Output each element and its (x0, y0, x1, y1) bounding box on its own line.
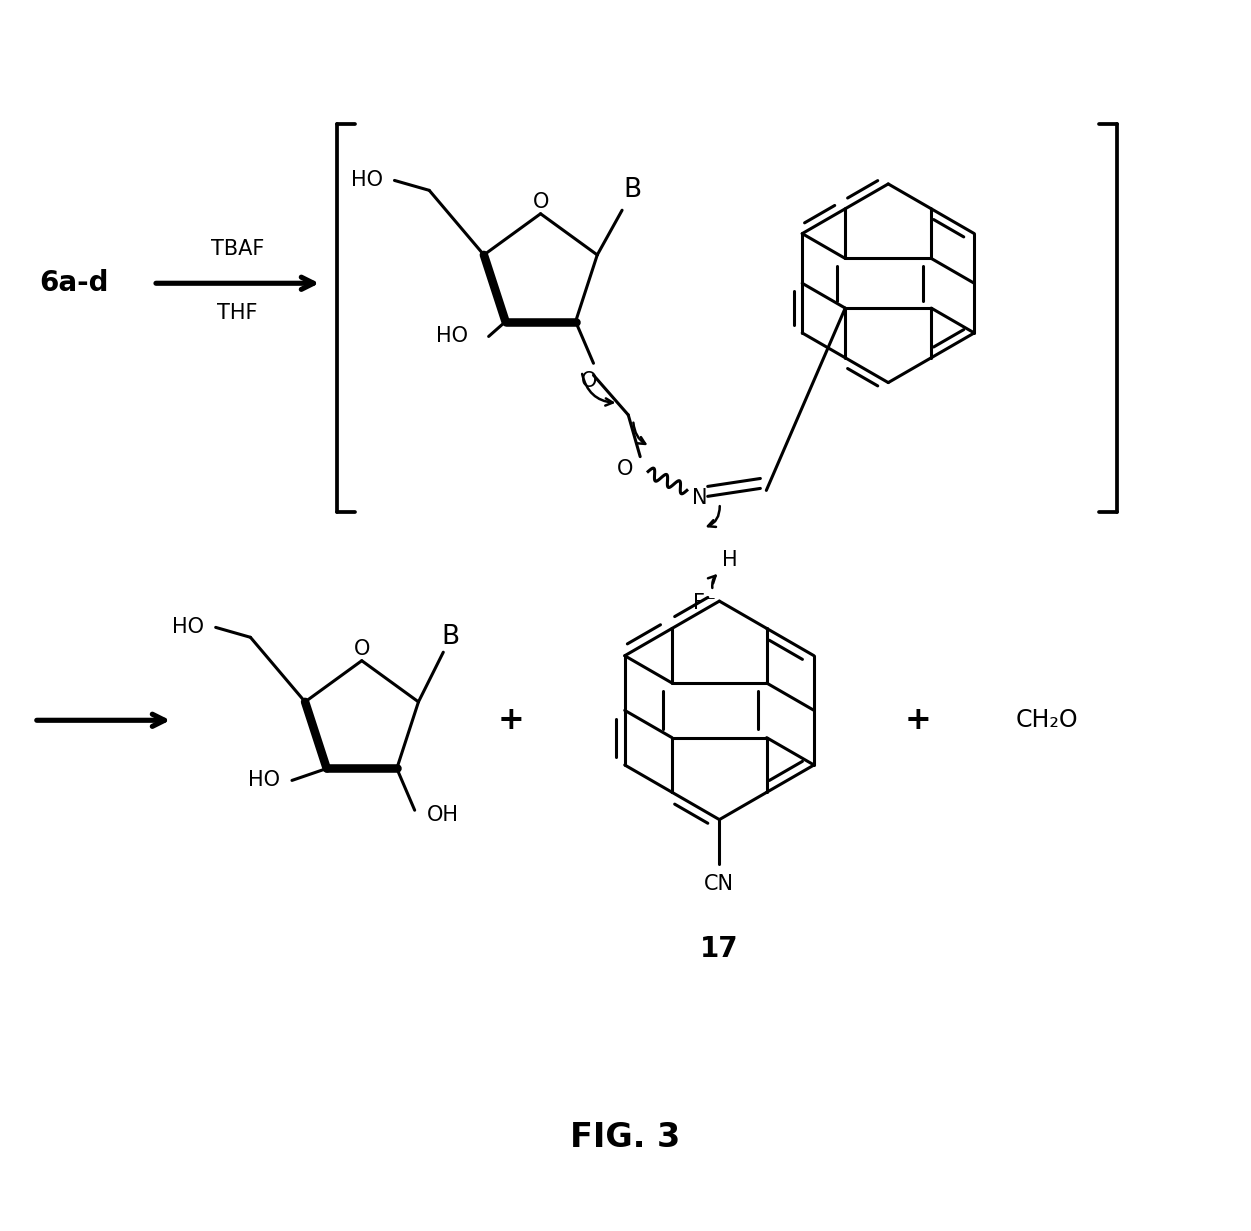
Text: TBAF: TBAF (211, 239, 264, 259)
Text: HO: HO (248, 771, 280, 790)
Text: 6a-d: 6a-d (39, 270, 109, 297)
Text: +: + (904, 705, 932, 736)
Text: B: B (442, 624, 459, 650)
Text: +: + (498, 705, 524, 736)
Text: B: B (623, 177, 641, 203)
Text: OH: OH (427, 805, 459, 825)
Text: F⁻: F⁻ (693, 592, 717, 613)
Text: H: H (722, 550, 737, 570)
Text: THF: THF (218, 303, 258, 323)
Text: CH₂O: CH₂O (1016, 708, 1078, 732)
Text: CN: CN (704, 874, 734, 894)
Text: HO: HO (435, 326, 468, 346)
Text: O: O (533, 192, 549, 212)
Text: 17: 17 (701, 934, 738, 963)
Text: O: O (617, 458, 633, 479)
Text: O: O (354, 639, 370, 659)
Text: FIG. 3: FIG. 3 (570, 1121, 681, 1153)
Text: HO: HO (350, 170, 383, 191)
Text: HO: HO (171, 618, 204, 638)
Text: N: N (692, 489, 708, 508)
Text: O: O (582, 371, 598, 391)
